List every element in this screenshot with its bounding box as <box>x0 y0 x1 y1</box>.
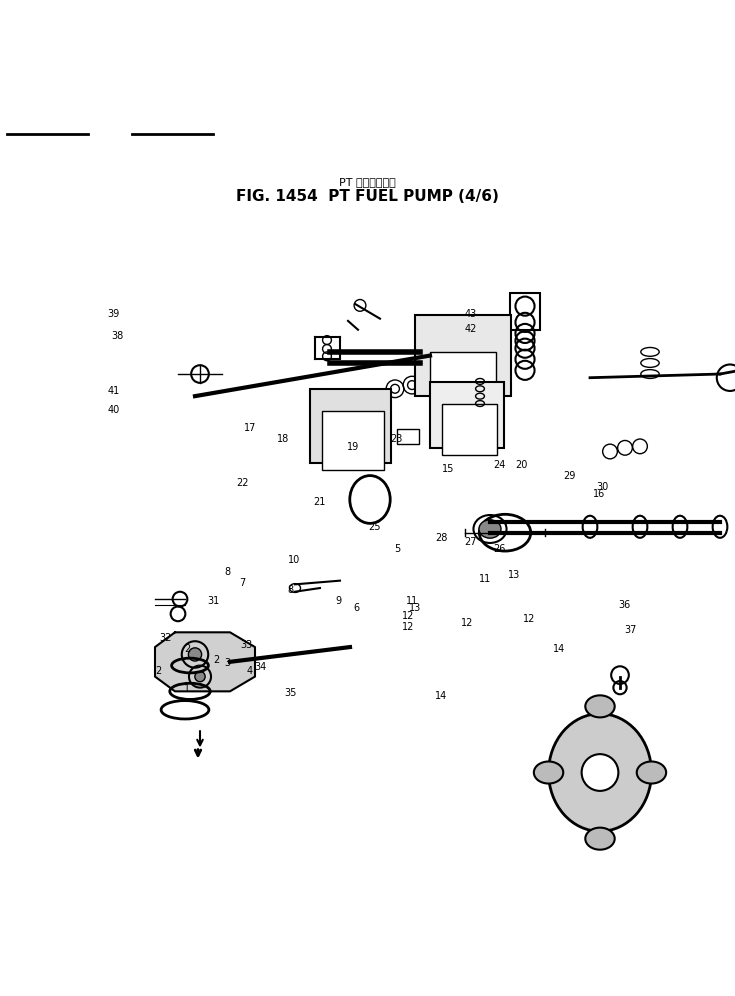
Text: 31: 31 <box>207 596 219 606</box>
Text: 41: 41 <box>108 386 120 396</box>
Text: 21: 21 <box>314 497 326 507</box>
Text: 33: 33 <box>240 640 252 650</box>
Bar <box>415 316 511 396</box>
Text: 42: 42 <box>465 324 476 334</box>
Text: 13: 13 <box>409 604 421 614</box>
Ellipse shape <box>548 714 651 832</box>
Text: 36: 36 <box>619 600 631 610</box>
Text: 28: 28 <box>435 534 447 544</box>
Text: 35: 35 <box>284 688 296 698</box>
Text: 30: 30 <box>597 482 609 492</box>
Text: 11: 11 <box>406 596 417 606</box>
Text: 39: 39 <box>108 309 120 320</box>
Text: 12: 12 <box>461 618 473 627</box>
Text: 18: 18 <box>277 434 289 444</box>
Bar <box>430 353 496 407</box>
Text: 5: 5 <box>394 545 400 555</box>
Text: PT フェルポンプ: PT フェルポンプ <box>339 177 396 187</box>
Text: 38: 38 <box>112 332 123 342</box>
Bar <box>430 381 503 448</box>
Bar <box>510 293 539 330</box>
Text: 2: 2 <box>184 643 190 653</box>
Bar <box>397 429 419 444</box>
Text: 16: 16 <box>593 489 605 499</box>
Circle shape <box>195 671 205 681</box>
Text: 25: 25 <box>368 522 381 533</box>
Text: 24: 24 <box>494 460 506 470</box>
Ellipse shape <box>479 520 501 538</box>
Text: 11: 11 <box>479 574 491 584</box>
Bar <box>310 389 391 462</box>
Text: 12: 12 <box>523 615 535 624</box>
Text: 4: 4 <box>247 665 253 675</box>
Bar <box>322 411 384 470</box>
Text: 32: 32 <box>159 632 171 642</box>
Text: 34: 34 <box>255 662 267 672</box>
Text: 2: 2 <box>155 665 161 675</box>
Text: 2: 2 <box>214 654 220 664</box>
Text: 37: 37 <box>625 625 637 635</box>
Text: 6: 6 <box>354 604 359 614</box>
Bar <box>442 403 497 455</box>
Ellipse shape <box>585 695 614 717</box>
Text: FIG. 1454  PT FUEL PUMP (4/6): FIG. 1454 PT FUEL PUMP (4/6) <box>236 189 499 204</box>
Polygon shape <box>155 632 255 691</box>
Text: 1: 1 <box>184 684 190 694</box>
Text: 9: 9 <box>335 596 341 606</box>
Ellipse shape <box>637 762 666 784</box>
Text: 8: 8 <box>287 585 293 595</box>
Text: 14: 14 <box>553 643 564 653</box>
Text: 40: 40 <box>108 404 120 414</box>
Text: 26: 26 <box>494 545 506 555</box>
Ellipse shape <box>534 762 563 784</box>
Text: 12: 12 <box>402 611 414 621</box>
Text: 20: 20 <box>516 460 528 470</box>
Text: 12: 12 <box>402 622 414 631</box>
Text: 13: 13 <box>509 570 520 581</box>
Circle shape <box>581 754 618 791</box>
Text: 43: 43 <box>465 309 476 320</box>
Text: 19: 19 <box>347 441 359 451</box>
Text: 27: 27 <box>464 537 477 547</box>
Text: 17: 17 <box>244 423 256 433</box>
Ellipse shape <box>585 828 614 850</box>
Text: 22: 22 <box>236 478 249 488</box>
Circle shape <box>188 647 201 661</box>
Text: 3: 3 <box>225 658 231 668</box>
Text: 15: 15 <box>442 463 454 474</box>
Text: 8: 8 <box>225 567 231 577</box>
Text: 14: 14 <box>435 691 447 701</box>
Text: 10: 10 <box>288 556 300 566</box>
Text: 29: 29 <box>564 471 576 481</box>
Text: 7: 7 <box>240 578 245 588</box>
Text: 23: 23 <box>391 434 403 444</box>
